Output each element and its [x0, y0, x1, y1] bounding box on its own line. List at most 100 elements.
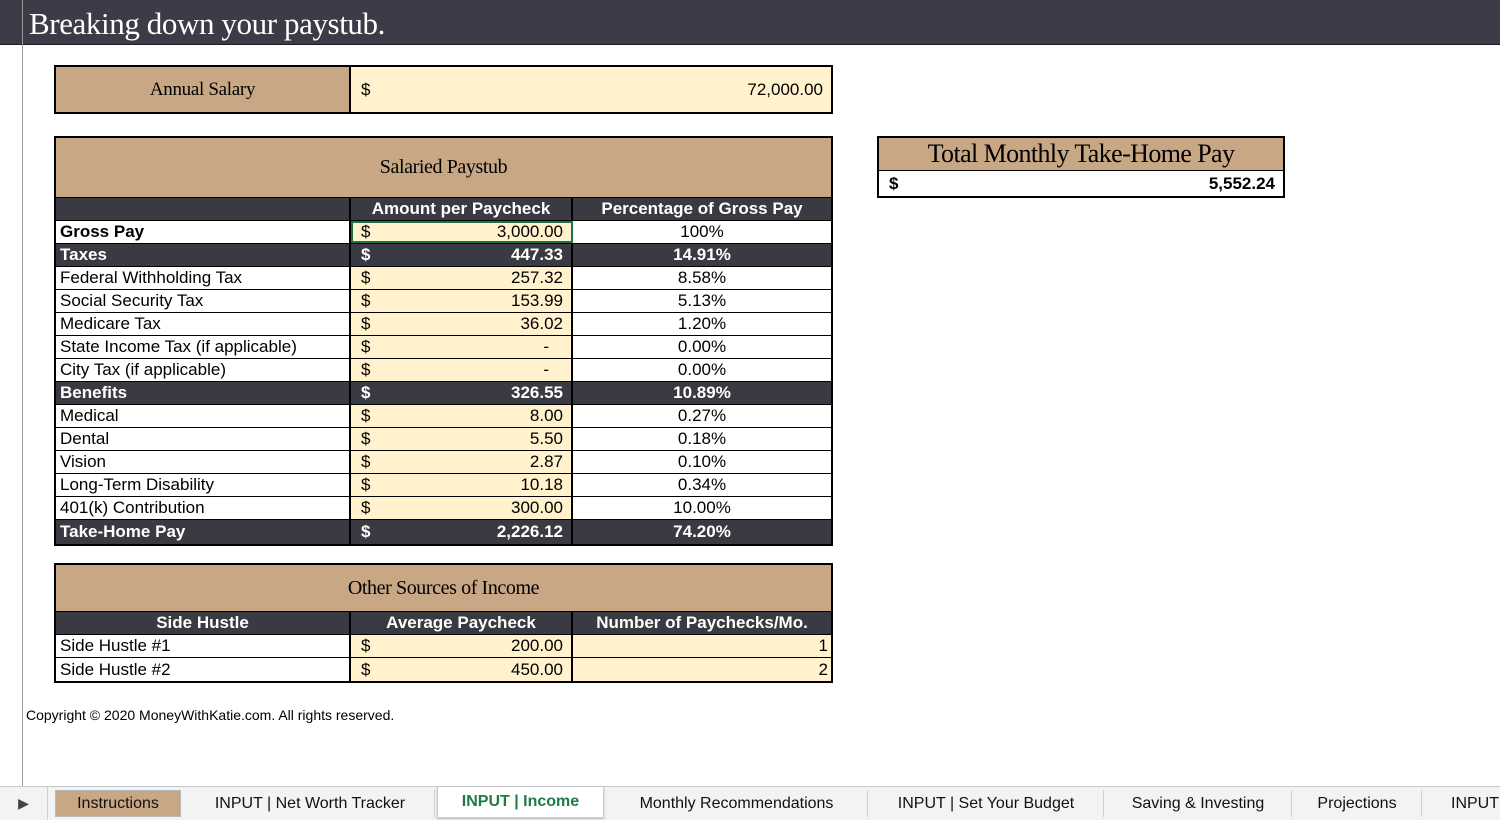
tab-monthly-recommendations[interactable]: Monthly Recommendations: [606, 790, 868, 817]
currency-symbol: $: [361, 636, 371, 655]
pct-cell[interactable]: 0.10%: [677, 452, 727, 471]
row-label: Federal Withholding Tax: [56, 267, 351, 289]
currency-symbol: $: [361, 475, 371, 494]
table-row: Take-Home Pay $2,226.12 74.20%: [56, 520, 831, 544]
table-row: Dental $5.50 0.18%: [56, 428, 831, 451]
amount-value: -: [543, 337, 549, 356]
tab-input[interactable]: INPUT: [1451, 794, 1499, 812]
annual-salary-block: Annual Salary $ 72,000.00: [54, 65, 833, 114]
currency-symbol: $: [361, 245, 371, 264]
row-label: Long-Term Disability: [56, 474, 351, 496]
currency-symbol: $: [361, 522, 371, 541]
amount-cell[interactable]: $5.50: [351, 428, 573, 450]
other-income-title: Other Sources of Income: [56, 565, 831, 612]
row-label: Social Security Tax: [56, 290, 351, 312]
table-row: Side Hustle #2 $450.00 2: [56, 658, 831, 681]
pct-cell[interactable]: 74.20%: [673, 522, 731, 541]
total-monthly-block: Total Monthly Take-Home Pay $ 5,552.24: [877, 136, 1285, 198]
header-cell: Number of Paychecks/Mo.: [596, 613, 808, 632]
currency-symbol: $: [361, 79, 371, 99]
header-cell: [56, 198, 351, 220]
table-row: Federal Withholding Tax $257.32 8.58%: [56, 267, 831, 290]
pct-cell[interactable]: 1.20%: [677, 314, 727, 333]
row-label: Side Hustle #1: [56, 635, 351, 657]
table-row: 401(k) Contribution $300.00 10.00%: [56, 497, 831, 520]
currency-symbol: $: [361, 659, 371, 679]
amount-value: 5.50: [529, 429, 563, 448]
pct-cell[interactable]: 10.00%: [673, 498, 731, 517]
pct-cell[interactable]: 0.18%: [677, 429, 727, 448]
amount-cell[interactable]: $36.02: [351, 313, 573, 335]
gross-pay-cell[interactable]: $3,000.00: [351, 221, 573, 243]
amount-cell[interactable]: $8.00: [351, 405, 573, 427]
count-cell[interactable]: 1: [573, 635, 831, 657]
row-label: Side Hustle #2: [56, 658, 351, 681]
other-income-table: Other Sources of Income Side Hustle Aver…: [54, 563, 833, 683]
row-label: Medical: [56, 405, 351, 427]
amount-cell[interactable]: $ -: [351, 336, 573, 358]
page-title: Breaking down your paystub.: [29, 6, 385, 41]
tab-income[interactable]: INPUT | Income: [437, 787, 604, 818]
pct-cell[interactable]: 100%: [680, 222, 724, 241]
tab-saving-investing[interactable]: Saving & Investing: [1105, 790, 1292, 817]
sheet-tab-bar: ▶ Instructions INPUT | Net Worth Tracker…: [0, 786, 1500, 820]
table-row: City Tax (if applicable) $ - 0.00%: [56, 359, 831, 382]
currency-symbol: $: [361, 291, 371, 310]
tab-set-your-budget[interactable]: INPUT | Set Your Budget: [869, 790, 1104, 817]
currency-symbol: $: [361, 314, 371, 333]
amount-value: 326.55: [511, 383, 563, 402]
tab-net-worth-tracker[interactable]: INPUT | Net Worth Tracker: [186, 790, 435, 817]
table-row: Benefits $326.55 10.89%: [56, 382, 831, 405]
amount-cell[interactable]: $2.87: [351, 451, 573, 473]
amount-value: 450.00: [511, 659, 563, 679]
pct-cell[interactable]: 10.89%: [673, 383, 731, 402]
header-cell: Side Hustle: [56, 612, 351, 634]
tab-instructions[interactable]: Instructions: [55, 790, 181, 817]
row-label: Medicare Tax: [56, 313, 351, 335]
annual-salary-value: 72,000.00: [747, 79, 823, 99]
row-label: Dental: [56, 428, 351, 450]
currency-symbol: $: [361, 383, 371, 402]
table-row: Medicare Tax $36.02 1.20%: [56, 313, 831, 336]
currency-symbol: $: [361, 222, 371, 241]
copyright-text: Copyright © 2020 MoneyWithKatie.com. All…: [26, 707, 395, 723]
pct-cell[interactable]: 14.91%: [673, 245, 731, 264]
amount-cell[interactable]: $326.55: [351, 382, 573, 404]
amount-value: 200.00: [511, 636, 563, 655]
amount-cell[interactable]: $257.32: [351, 267, 573, 289]
pct-cell[interactable]: 5.13%: [677, 291, 727, 310]
annual-salary-label: Annual Salary: [56, 67, 351, 112]
total-monthly-title: Total Monthly Take-Home Pay: [879, 138, 1283, 171]
amount-cell[interactable]: $2,226.12: [351, 520, 573, 544]
row-label: 401(k) Contribution: [56, 497, 351, 519]
amount-cell[interactable]: $ -: [351, 359, 573, 381]
pct-cell[interactable]: 0.27%: [677, 406, 727, 425]
paystub-title: Salaried Paystub: [56, 138, 831, 198]
amount-value: 153.99: [511, 291, 563, 310]
amount-cell[interactable]: $200.00: [351, 635, 573, 657]
header-cell: Amount per Paycheck: [351, 198, 573, 220]
amount-value: 257.32: [511, 268, 563, 287]
tab-projections[interactable]: Projections: [1293, 790, 1422, 817]
currency-symbol: $: [361, 406, 371, 425]
count-cell[interactable]: 2: [573, 658, 831, 681]
header-cell: Average Paycheck: [351, 612, 573, 634]
amount-cell[interactable]: $450.00: [351, 658, 573, 681]
amount-cell[interactable]: $447.33: [351, 244, 573, 266]
amount-cell[interactable]: $153.99: [351, 290, 573, 312]
table-row: Vision $2.87 0.10%: [56, 451, 831, 474]
amount-value: 10.18: [520, 475, 563, 494]
amount-cell[interactable]: $10.18: [351, 474, 573, 496]
table-row: Long-Term Disability $10.18 0.34%: [56, 474, 831, 497]
pct-cell[interactable]: 0.00%: [677, 360, 727, 379]
pct-cell[interactable]: 0.00%: [677, 337, 727, 356]
pct-cell[interactable]: 0.34%: [677, 475, 727, 494]
total-monthly-cell[interactable]: $ 5,552.24: [879, 171, 1283, 196]
play-icon[interactable]: ▶: [0, 787, 48, 820]
total-monthly-value: 5,552.24: [1208, 173, 1275, 193]
amount-value: 2.87: [529, 452, 563, 471]
table-row: Taxes $447.33 14.91%: [56, 244, 831, 267]
pct-cell[interactable]: 8.58%: [677, 268, 727, 287]
amount-cell[interactable]: $300.00: [351, 497, 573, 519]
annual-salary-input[interactable]: $ 72,000.00: [351, 67, 831, 112]
